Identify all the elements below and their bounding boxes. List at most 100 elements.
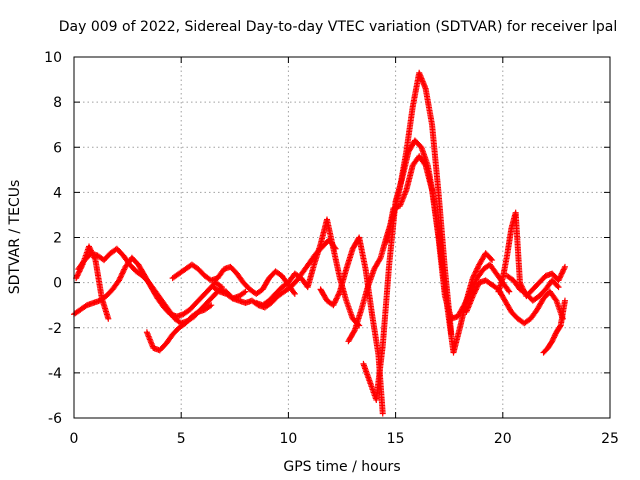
data-point: [469, 293, 476, 300]
data-point: [74, 272, 81, 279]
data-point: [116, 277, 123, 284]
data-point: [488, 255, 495, 262]
data-point: [75, 271, 82, 278]
chart-title: Day 009 of 2022, Sidereal Day-to-day VTE…: [59, 19, 617, 35]
y-tick-label: 6: [53, 140, 62, 156]
y-tick-label: -4: [48, 366, 62, 382]
data-point: [291, 290, 298, 297]
data-point: [560, 267, 567, 274]
data-point: [89, 251, 96, 258]
data-point: [121, 266, 128, 273]
data-point: [76, 268, 83, 275]
data-point: [473, 286, 479, 293]
x-tick-label: 25: [601, 431, 619, 447]
data-point: [474, 282, 481, 289]
data-point: [334, 292, 341, 299]
data-point: [118, 271, 125, 278]
grid-lines: [74, 57, 610, 418]
y-tick-label: 8: [53, 95, 62, 111]
data-point: [77, 265, 84, 272]
y-tick-label: 10: [44, 50, 62, 66]
data-point: [120, 267, 127, 274]
data-point: [556, 274, 563, 281]
data-point: [334, 294, 341, 301]
satellite-track-13: [495, 209, 568, 300]
data-point: [379, 410, 386, 417]
data-point: [87, 247, 94, 254]
data-point: [90, 253, 97, 260]
y-tick-label: 2: [53, 231, 62, 247]
y-axis-ticks: -6 -4 -2 0 2 4 6 8 10: [44, 50, 610, 427]
data-point: [473, 268, 479, 275]
data-point: [241, 289, 248, 296]
data-point: [332, 298, 339, 305]
data-point: [559, 269, 566, 276]
data-point: [505, 287, 512, 294]
data-point: [332, 296, 339, 303]
x-tick-label: 20: [494, 431, 512, 447]
data-point: [78, 262, 85, 269]
data-point: [330, 302, 337, 309]
data-point: [471, 271, 478, 278]
data-point: [208, 302, 215, 309]
x-axis-ticks: 0 5 10 15 20 25: [70, 57, 619, 447]
data-point: [87, 246, 94, 253]
data-point: [557, 273, 564, 280]
data-point: [331, 300, 338, 307]
data-point: [471, 290, 478, 297]
data-point: [472, 269, 479, 276]
data-point: [556, 276, 563, 283]
data-point: [91, 255, 98, 262]
satellite-track-5: [169, 261, 298, 297]
data-point: [376, 256, 383, 263]
data-point: [105, 315, 112, 322]
data-point: [474, 283, 481, 290]
data-point: [86, 244, 93, 251]
x-tick-label: 5: [177, 431, 186, 447]
satellite-track-14: [504, 272, 562, 304]
y-tick-label: -2: [48, 321, 62, 337]
data-point: [558, 270, 565, 277]
data-point: [91, 254, 98, 261]
data-point: [117, 274, 124, 281]
data-point: [119, 270, 126, 277]
data-point: [464, 295, 471, 302]
satellite-track-4: [143, 302, 215, 354]
satellite-track-15: [540, 297, 568, 356]
satellite-track-3: [73, 243, 112, 322]
data-point: [86, 243, 93, 250]
data-point: [561, 297, 568, 304]
data-point: [560, 266, 567, 273]
data-point: [333, 295, 340, 302]
data-point: [555, 284, 562, 291]
y-tick-label: 0: [53, 276, 62, 292]
y-tick-label: -6: [48, 411, 62, 427]
data-point: [461, 300, 468, 307]
y-axis-title: SDTVAR / TECUs: [7, 180, 23, 295]
data-point: [78, 264, 85, 271]
data-point: [116, 276, 123, 283]
data-point: [351, 328, 358, 335]
data-point: [556, 323, 563, 330]
x-axis-title: GPS time / hours: [283, 459, 400, 475]
data-point: [117, 273, 124, 280]
data-point: [472, 277, 479, 284]
data-point: [473, 266, 480, 273]
y-tick-label: 4: [53, 185, 62, 201]
data-point: [335, 291, 342, 298]
data-point: [77, 266, 84, 273]
data-point: [421, 161, 428, 168]
data-point: [561, 265, 568, 272]
x-tick-label: 10: [279, 431, 297, 447]
data-point: [331, 299, 338, 306]
data-point: [88, 248, 95, 255]
data-point: [489, 257, 496, 264]
data-point: [471, 289, 478, 296]
data-point: [558, 271, 565, 278]
data-point: [206, 303, 213, 310]
satellite-track-7: [253, 216, 363, 329]
x-tick-label: 0: [70, 431, 79, 447]
data-point: [554, 283, 561, 290]
data-point: [474, 264, 481, 271]
